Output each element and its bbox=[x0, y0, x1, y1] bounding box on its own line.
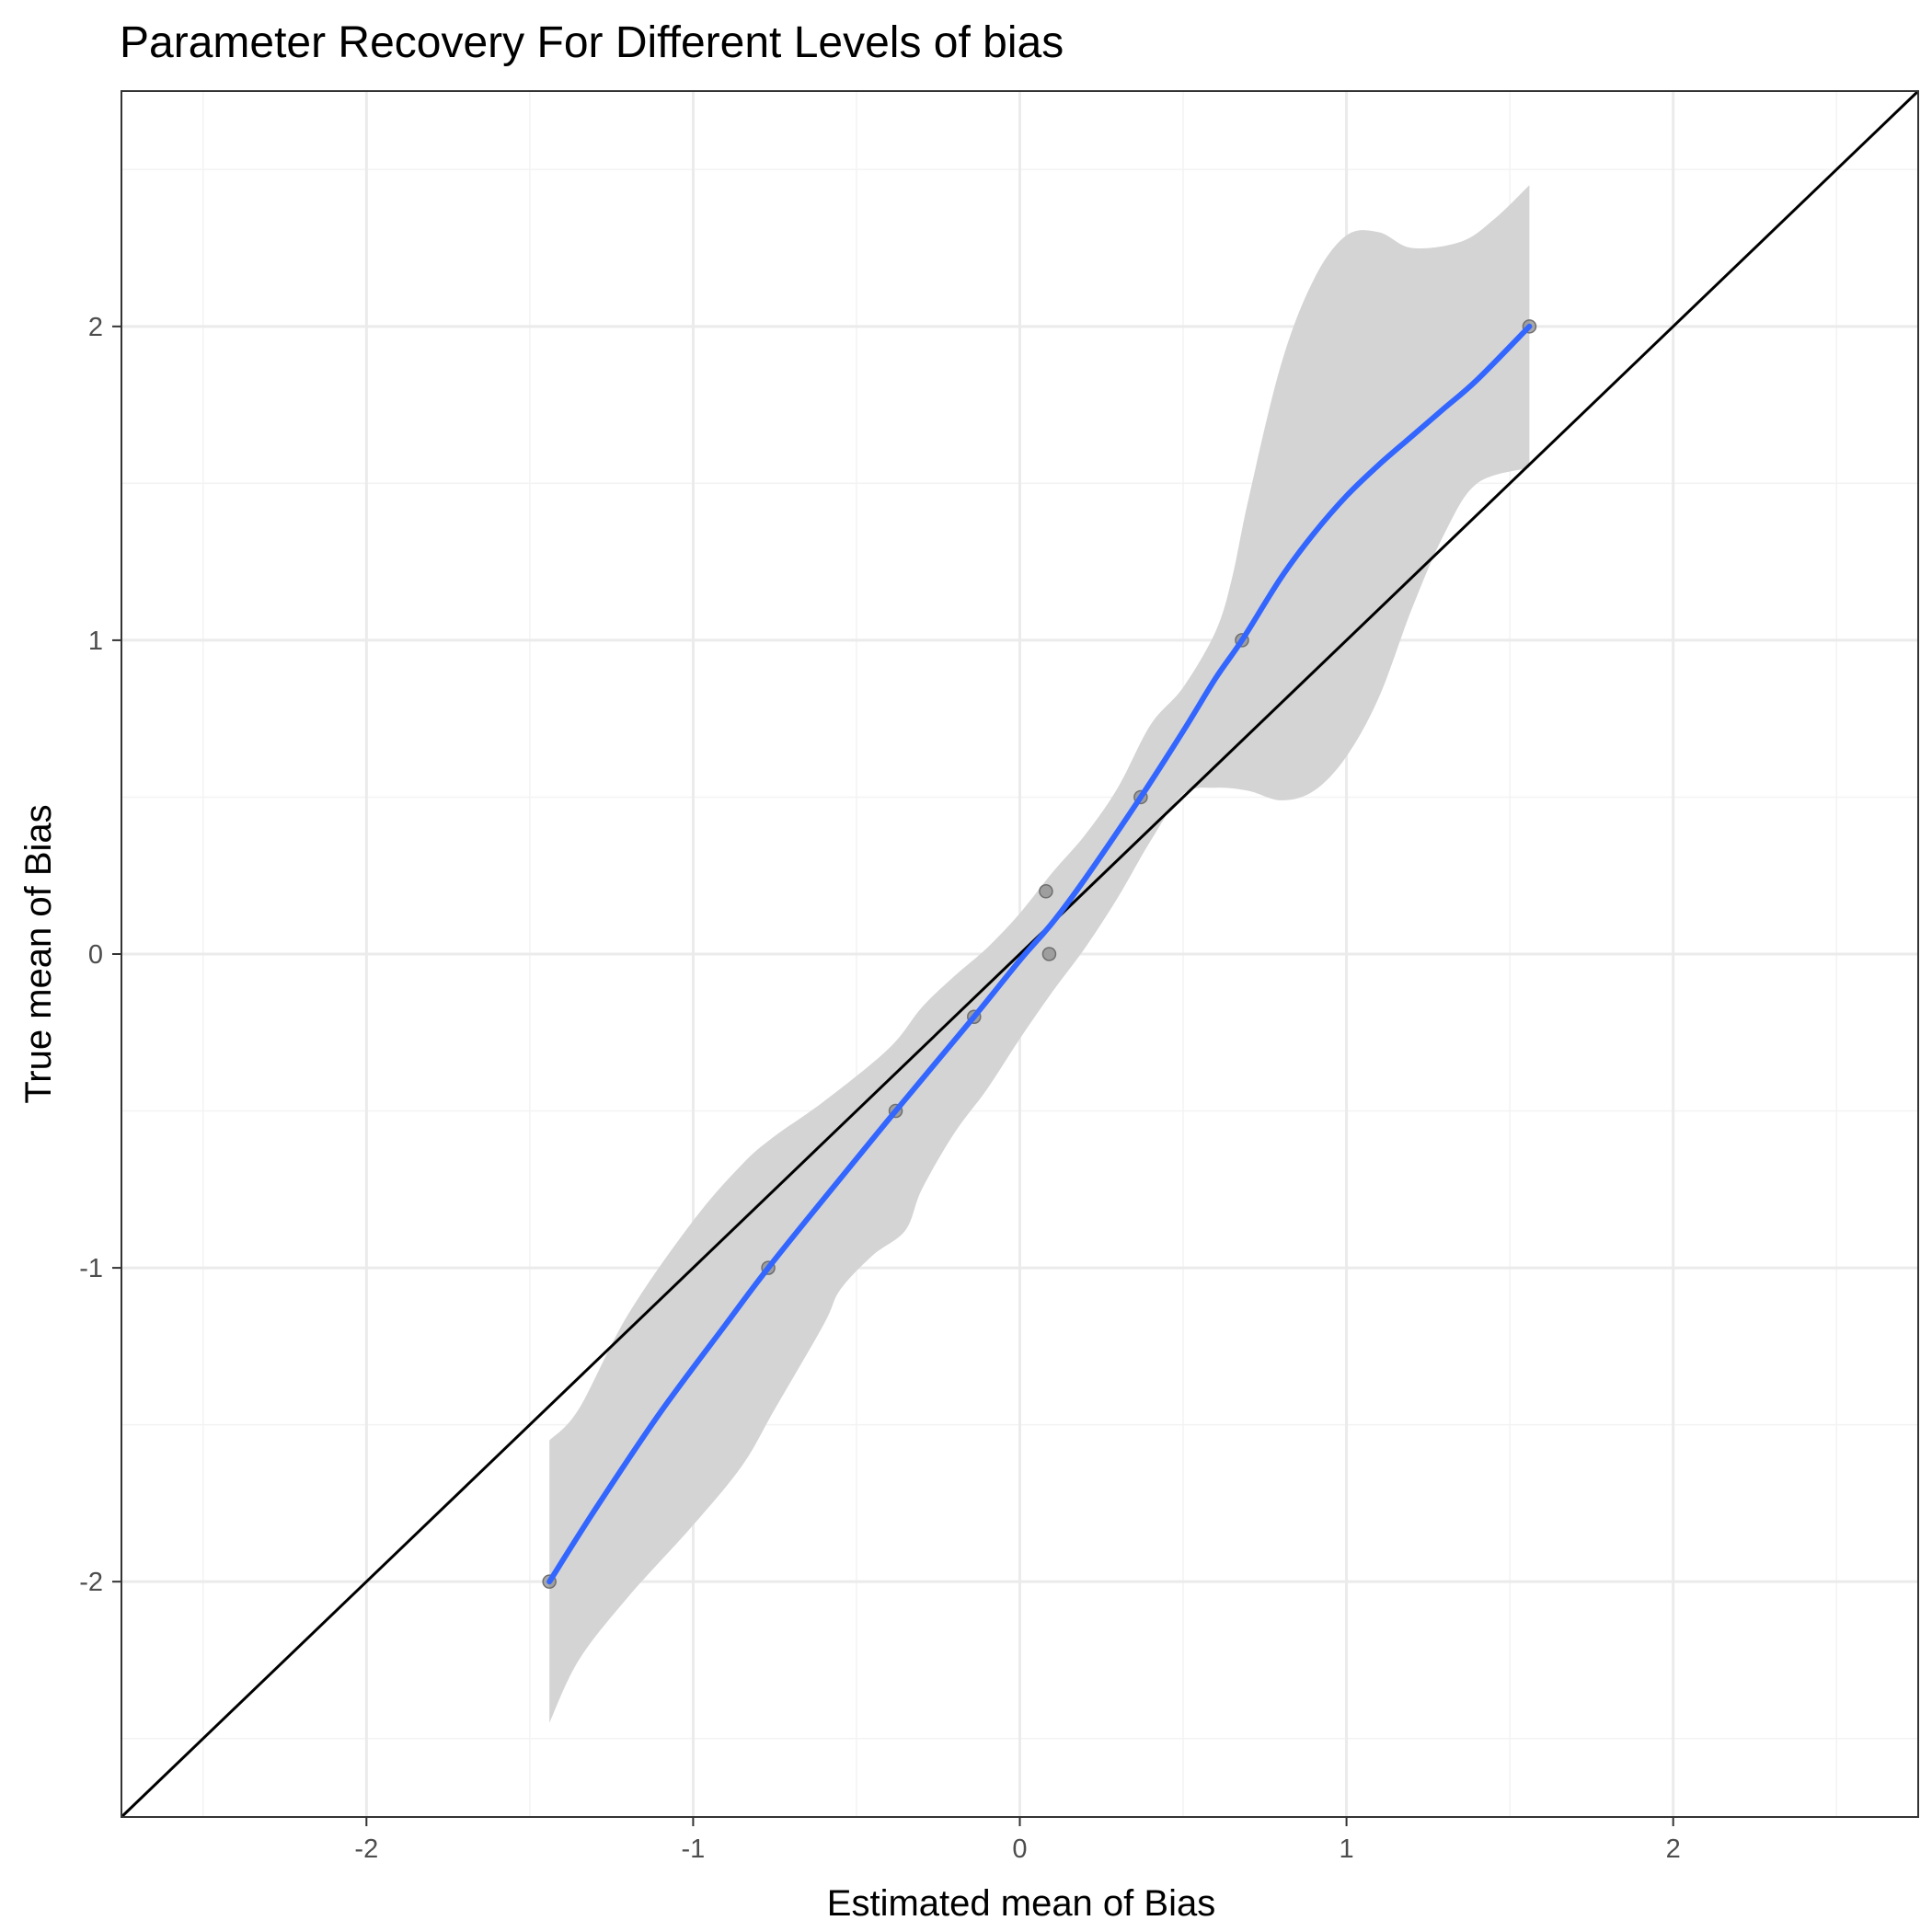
x-axis-title: Estimated mean of Bias bbox=[827, 1883, 1215, 1924]
identity-line bbox=[120, 89, 1920, 1819]
x-tick-label-4: 2 bbox=[1666, 1834, 1681, 1864]
smooth-line bbox=[546, 323, 1533, 1585]
data-point-4 bbox=[1039, 884, 1053, 899]
x-tick-label-3: 1 bbox=[1340, 1834, 1354, 1864]
x-tick-label-2: 0 bbox=[1012, 1834, 1027, 1864]
y-axis-ticks: -2 -1 0 1 2 bbox=[79, 313, 121, 1597]
y-tick-label-2: 0 bbox=[88, 940, 103, 970]
grid-lines bbox=[121, 91, 1918, 1817]
x-tick-label-1: -1 bbox=[682, 1834, 706, 1864]
smooth-line-layer bbox=[546, 323, 1533, 1585]
y-tick-label-0: -2 bbox=[79, 1568, 103, 1597]
y-tick-label-4: 2 bbox=[88, 313, 103, 342]
x-axis-ticks: -2 -1 0 1 2 bbox=[354, 1817, 1681, 1864]
y-tick-label-3: 1 bbox=[88, 627, 103, 656]
y-axis-title: True mean of Bias bbox=[18, 804, 59, 1103]
identity-line-layer bbox=[120, 89, 1920, 1819]
y-tick-label-1: -1 bbox=[79, 1254, 103, 1283]
data-point-5 bbox=[1041, 947, 1057, 961]
chart-title: Parameter Recovery For Different Levels … bbox=[120, 18, 1064, 67]
x-tick-label-0: -2 bbox=[354, 1834, 378, 1864]
